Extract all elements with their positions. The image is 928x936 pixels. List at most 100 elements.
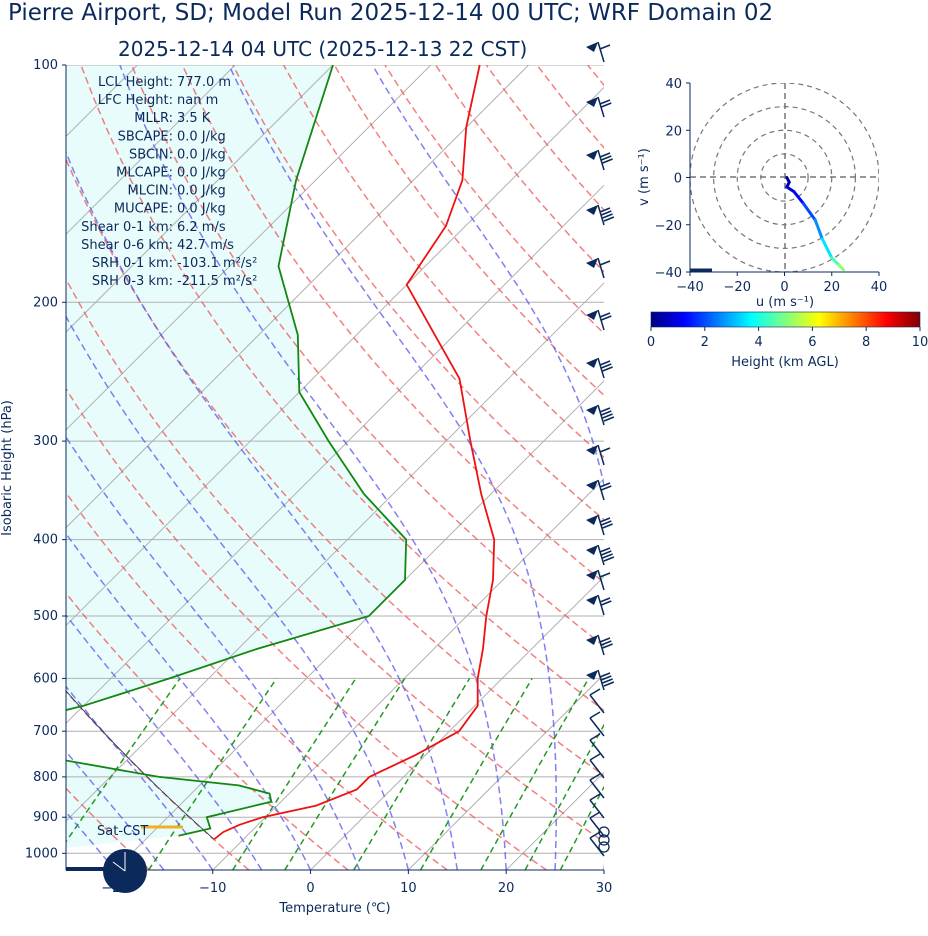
param-label: MUCAPE:: [114, 202, 173, 217]
param-label: Shear 0-6 km:: [81, 238, 173, 253]
temp-tick-label: 0: [306, 881, 314, 896]
wind-barb: [586, 669, 615, 691]
param-label: SBCIN:: [129, 147, 173, 162]
param-value: -211.5 m²/s²: [177, 274, 257, 289]
wind-barb: [586, 634, 613, 656]
temp-tick-label: 10: [400, 881, 417, 896]
isotherm-line: [114, 380, 604, 870]
skewt-plot: [66, 65, 928, 870]
skewt-xlabel: Temperature (℃): [278, 901, 390, 916]
dry-adiabat: [841, 65, 928, 870]
param-value: nan m: [177, 93, 218, 108]
isotherm-line: [505, 771, 604, 870]
param-value: 0.0 J/kg: [177, 202, 226, 217]
mixing-ratio-line: [480, 678, 590, 870]
moist-adiabat: [228, 65, 558, 870]
mixing-ratio-line: [148, 677, 278, 870]
isotherm-line: [897, 65, 928, 870]
dry-adiabat: [485, 65, 604, 212]
wind-barb: [589, 711, 605, 737]
param-value: 0.0 J/kg: [177, 129, 226, 144]
isotherm-line: [800, 65, 928, 870]
hodo-segment: [813, 218, 824, 241]
isotherm-line: [310, 575, 604, 870]
moist-adiabat: [66, 150, 459, 870]
moist-adiabat: [119, 65, 507, 870]
dry-adiabat: [740, 65, 928, 870]
moist-adiabat: [66, 685, 214, 870]
moist-adiabat: [66, 435, 361, 870]
pressure-tick-label: 1000: [25, 846, 58, 861]
moist-adiabat: [66, 315, 410, 870]
hodo-xtick-label: −40: [676, 280, 703, 295]
wind-barb: [586, 404, 615, 426]
isotherm-line: [603, 869, 604, 870]
param-label: MLCAPE:: [116, 166, 173, 181]
dry-adiabat: [790, 65, 928, 870]
param-label: SRH 0-3 km:: [92, 274, 173, 289]
param-value: 0.0 J/kg: [177, 166, 226, 181]
colorbar-tick-label: 0: [647, 335, 655, 350]
dry-adiabat: [66, 591, 349, 870]
param-value: 6.2 m/s: [177, 220, 226, 235]
pressure-tick-label: 400: [33, 533, 58, 548]
wind-barb: [589, 793, 605, 819]
dry-adiabat: [536, 65, 604, 149]
moist-adiabat: [66, 613, 263, 870]
wind-barb: [586, 204, 615, 226]
pressure-tick-label: 800: [33, 770, 58, 785]
dry-adiabat: [282, 65, 604, 459]
hodo-ylabel: v (m s⁻¹): [637, 148, 652, 206]
isotherm-line: [66, 65, 236, 235]
mixing-ratio-line: [559, 785, 604, 870]
wind-barb: [589, 831, 605, 857]
isotherms: [66, 65, 928, 870]
chart-title: Pierre Airport, SD; Model Run 2025-12-14…: [8, 0, 774, 26]
skewt-ylabel: Isobaric Height (hPa): [0, 400, 15, 536]
wind-barb: [586, 479, 612, 501]
wind-barbs: [586, 41, 615, 857]
dry-adiabat: [80, 65, 604, 712]
wind-barb: [589, 733, 605, 759]
colorbar-tick-label: 6: [808, 335, 816, 350]
wind-barb: [589, 773, 605, 799]
chart-subtitle: 2025-12-14 04 UTC (2025-12-13 22 CST): [118, 37, 528, 61]
wind-barb: [589, 753, 605, 779]
colorbar: 0 2 4 6 8 10 Height (km AGL): [647, 311, 928, 370]
wind-barb: [586, 149, 613, 171]
colorbar-tick-label: 8: [862, 335, 870, 350]
shaded-region: [66, 65, 407, 849]
calm-wind-circle: [598, 834, 610, 846]
isotherm-line: [66, 65, 432, 431]
wind-barb: [589, 688, 605, 714]
wind-barb: [586, 357, 613, 379]
temp-tick-label: −10: [199, 881, 226, 896]
param-value: 42.7 m/s: [177, 238, 234, 253]
hodo-ytick-label: 20: [665, 124, 682, 139]
wind-barb: [586, 96, 612, 118]
wind-barb: [586, 514, 613, 536]
pressure-tick-label: 900: [33, 810, 58, 825]
wind-barb: [586, 257, 611, 279]
pressure-tick-label: 500: [33, 609, 58, 624]
wind-barb: [586, 594, 612, 616]
temperature-line: [213, 65, 496, 841]
wind-barb: [586, 41, 611, 63]
hodo-ytick-label: 40: [665, 77, 682, 92]
param-label: SRH 0-1 km:: [92, 256, 173, 271]
param-value: 3.5 K: [177, 111, 211, 126]
isotherm-line: [66, 65, 334, 333]
hodo-segment: [820, 237, 834, 260]
hodo-xtick-label: 0: [780, 280, 788, 295]
calm-wind-circle: [598, 826, 610, 838]
dewpoint-line: [66, 65, 408, 837]
hodo-ticks: −40−40 −20 −20 0 0 20 20 40 40: [655, 77, 888, 295]
dry-adiabat: [66, 157, 604, 777]
parameter-box: LCL Height: 777.0 m LFC Height: nan m MLLR: 3…: [81, 75, 257, 289]
mixing-ratio-line: [66, 677, 181, 844]
pressure-tick-label: 100: [33, 58, 58, 73]
hodo-xtick-label: 20: [823, 280, 840, 295]
colorbar-tick-label: 4: [754, 335, 762, 350]
mixing-ratio-lines: [66, 677, 604, 870]
